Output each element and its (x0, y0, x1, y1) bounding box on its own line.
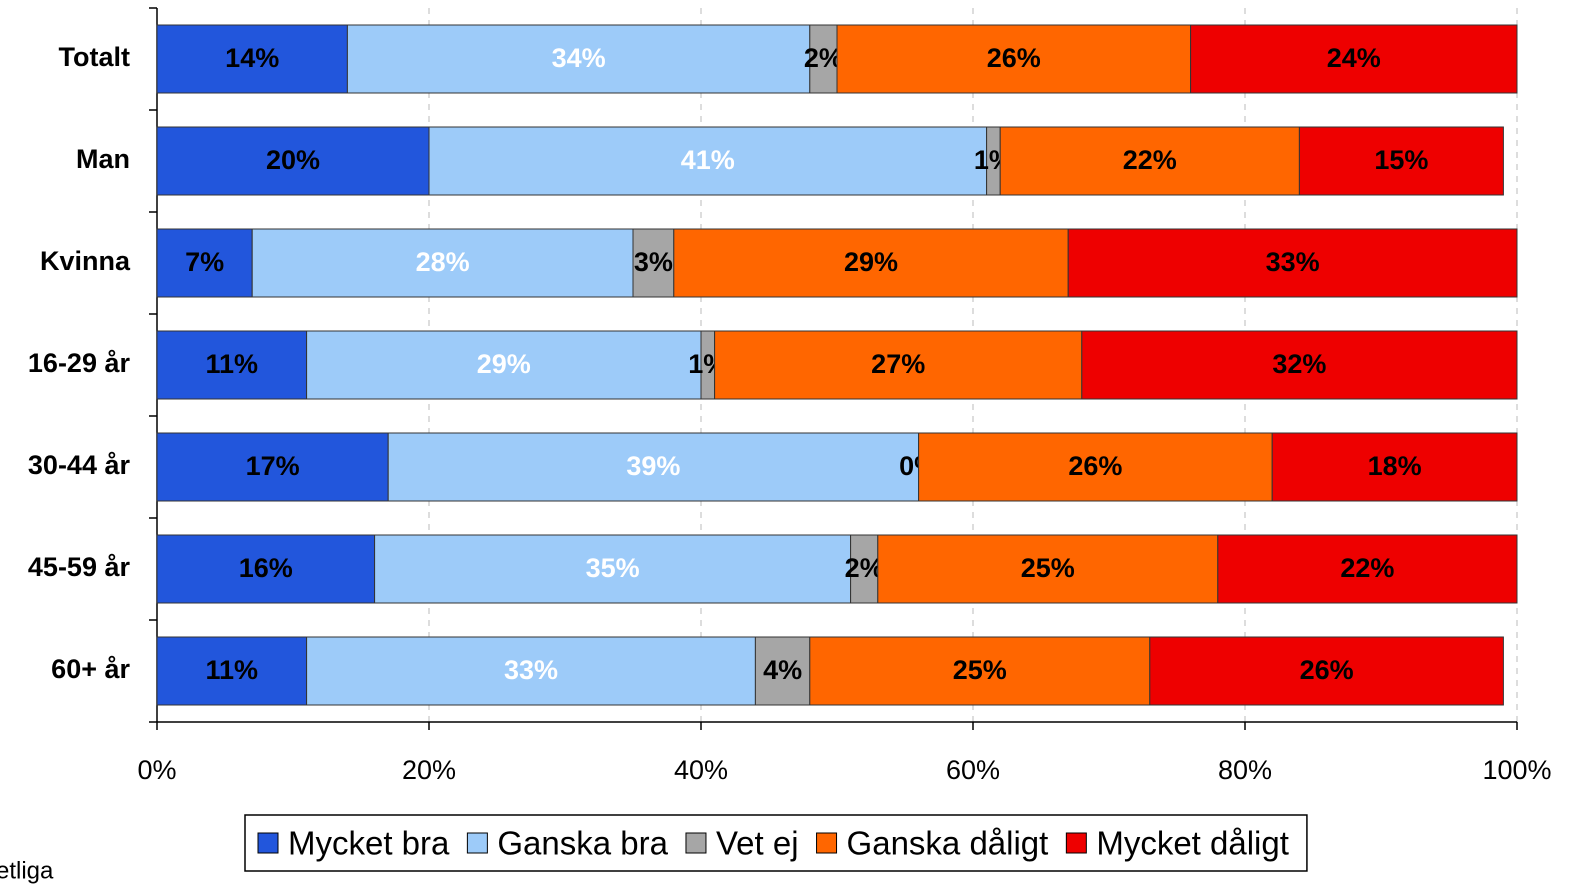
data-label: 4% (763, 655, 802, 685)
y-tick-label: 60+ år (51, 654, 130, 684)
bar-segment (156, 126, 430, 196)
y-tick-label: 45-59 år (28, 552, 131, 582)
x-tick-label: 80% (1218, 755, 1272, 785)
data-label: 17% (246, 451, 300, 481)
x-tick-label: 0% (137, 755, 176, 785)
y-tick-label: 16-29 år (28, 348, 131, 378)
x-tick-label: 40% (674, 755, 728, 785)
bar-segment (156, 534, 376, 604)
bar-segment (1067, 228, 1518, 298)
bar-segment (1149, 636, 1504, 706)
data-label: 16% (239, 553, 293, 583)
data-label: 27% (871, 349, 925, 379)
data-label: 7% (185, 247, 224, 277)
bar-segment (374, 534, 852, 604)
bar-segment (1271, 432, 1518, 502)
bar-segment (156, 228, 253, 298)
bar-segment (809, 636, 1151, 706)
bar-segment (877, 534, 1219, 604)
data-label: 15% (1374, 145, 1428, 175)
data-label: 34% (552, 43, 606, 73)
bar-segment (306, 330, 702, 400)
legend-label: Vet ej (716, 825, 799, 862)
data-label: 32% (1272, 349, 1326, 379)
data-label: 33% (504, 655, 558, 685)
data-label: 29% (844, 247, 898, 277)
legend-label: Ganska bra (497, 825, 668, 862)
x-tick-label: 100% (1482, 755, 1551, 785)
data-label: 2% (804, 43, 843, 73)
legend: Mycket bra Ganska bra Vet ej Ganska dåligt M… (244, 814, 1308, 872)
data-label: 2% (845, 553, 884, 583)
y-tick-label: 30-44 år (28, 450, 131, 480)
bar-segment (428, 126, 988, 196)
bar-segment (1217, 534, 1518, 604)
data-label: 24% (1327, 43, 1381, 73)
bar-segment (156, 432, 389, 502)
bar-segment (346, 24, 811, 94)
y-tick-label: Kvinna (40, 246, 131, 276)
y-tick-label: Totalt (59, 42, 130, 72)
bar-segment (1298, 126, 1504, 196)
data-label: 22% (1123, 145, 1177, 175)
data-label: 26% (987, 43, 1041, 73)
data-label: 33% (1266, 247, 1320, 277)
bar-segment (306, 636, 756, 706)
data-label: 25% (953, 655, 1007, 685)
legend-label: Ganska dåligt (847, 825, 1049, 862)
data-label: 29% (477, 349, 531, 379)
legend-box (244, 814, 1308, 872)
bar-segment (156, 24, 348, 94)
y-tick-label: Man (76, 144, 130, 174)
note: etliga (0, 857, 54, 884)
data-label: 20% (266, 145, 320, 175)
data-label: 11% (206, 655, 259, 685)
bar-segment (387, 432, 920, 502)
data-label: 35% (586, 553, 640, 583)
bar-segment (632, 228, 675, 298)
legend-swatch (816, 832, 838, 854)
bar-segment (754, 636, 811, 706)
data-label: 41% (681, 145, 735, 175)
data-label: 26% (1300, 655, 1354, 685)
bar-segment (850, 534, 879, 604)
bar-segment (673, 228, 1069, 298)
bar-segment (156, 330, 308, 400)
bar-segment (714, 330, 1083, 400)
x-tick-label: 20% (402, 755, 456, 785)
data-label: 18% (1368, 451, 1422, 481)
legend-label: Mycket dåligt (1096, 825, 1289, 862)
legend-label: Mycket bra (288, 825, 450, 862)
data-label: 11% (206, 349, 259, 379)
legend-swatch (1065, 832, 1087, 854)
data-label: 3% (634, 247, 673, 277)
bar-segment (1081, 330, 1518, 400)
data-label: 39% (626, 451, 680, 481)
bar-segment (1190, 24, 1518, 94)
bar-segment (156, 636, 308, 706)
data-label: 14% (225, 43, 279, 73)
data-label: 22% (1340, 553, 1394, 583)
data-label: 28% (416, 247, 470, 277)
data-label: 26% (1068, 451, 1122, 481)
bar-segment (251, 228, 634, 298)
bar-segment (918, 432, 1273, 502)
legend-swatch (685, 832, 707, 854)
legend-swatch (466, 832, 488, 854)
legend-swatch (257, 832, 279, 854)
bar-segment (809, 24, 838, 94)
data-label: 25% (1021, 553, 1075, 583)
bar-segment (836, 24, 1192, 94)
bar-segment (999, 126, 1300, 196)
x-tick-label: 60% (946, 755, 1000, 785)
